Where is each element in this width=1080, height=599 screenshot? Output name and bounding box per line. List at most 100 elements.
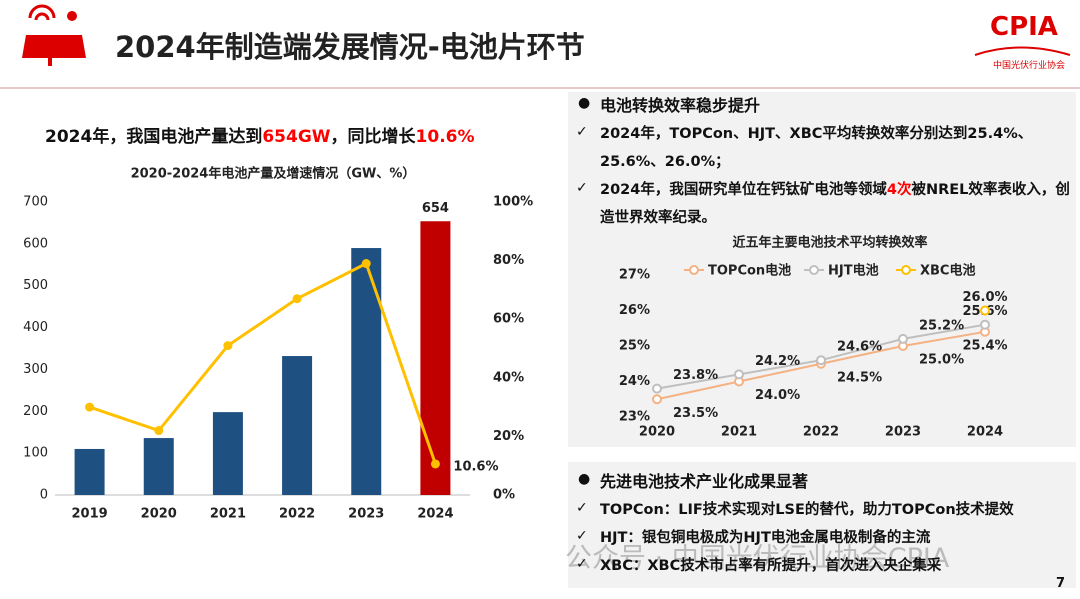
data-label: 654 [422,201,449,216]
x-tick-label: 2024 [417,507,453,522]
bar [351,248,382,495]
logo-swoosh [974,46,1071,56]
check-mark: ✓ [576,556,588,572]
y-tick-label: 24% [619,374,650,389]
text-run: 2024年，我国研究单位在钙钛矿电池等领域 [600,182,887,198]
x-tick-label: 2023 [885,425,921,440]
bullet-text: HJT：银包铜电极成为HJT电池金属电极制备的主流 [600,524,1070,552]
y2-tick-label: 20% [493,429,524,444]
marker [980,319,990,330]
data-label: 25.2% [919,318,964,333]
marker [361,259,371,269]
x-tick-label: 2023 [348,507,384,522]
y-tick-label: 26% [619,303,650,318]
bullet-text: TOPCon：LIF技术实现对LSE的替代，助力TOPCon技术提效 [600,496,1070,524]
bar [212,412,243,495]
x-tick-label: 2020 [141,507,177,522]
text-run: 2024年，TOPCon、HJT、XBC平均转换效率分别达到25.4%、25.6… [600,126,1033,170]
x-tick-label: 2021 [721,425,757,440]
text-run: 4次 [886,182,912,198]
y-tick-label: 600 [23,236,48,251]
section-bullet: ● [578,471,591,487]
y2-tick-label: 100% [493,195,533,210]
x-tick-label: 2019 [71,507,107,522]
data-label: 23.8% [673,368,718,383]
marker [292,294,302,304]
headline: 2024年，我国电池产量达到654GW，同比增长10.6% [45,122,475,147]
section-heading: 先进电池技术产业化成果显著 [600,472,809,491]
y-tick-label: 27% [619,268,650,283]
data-label: 24.0% [755,388,800,403]
page-number: 7 [1056,576,1066,591]
chart-title: 近五年主要电池技术平均转换效率 [732,235,927,251]
x-tick-label: 2022 [279,507,315,522]
bullet-text: 2024年，TOPCon、HJT、XBC平均转换效率分别达到25.4%、25.6… [600,120,1070,176]
text-run: 654GW [262,127,331,147]
data-label: 24.6% [837,340,882,355]
check-mark: ✓ [576,500,588,516]
legend-marker [901,265,911,275]
bar [143,438,174,495]
check-mark: ✓ [576,124,588,140]
y-tick-label: 23% [619,410,650,425]
y-tick-label: 25% [619,339,650,354]
y2-tick-label: 60% [493,312,524,327]
data-label: 25.0% [919,353,964,368]
y-tick-label: 0 [40,488,48,503]
text-run: 被NREL效率表收入，创造世界效率纪录。 [600,182,1070,226]
y2-tick-label: 40% [493,370,524,385]
data-label: 10.6% [453,459,498,474]
data-label: 23.5% [673,406,718,421]
marker [430,459,440,469]
text-run: HJT：银包铜电极成为HJT电池金属电极制备的主流 [600,530,931,546]
text-run: 2024年，我国电池产量达到 [45,127,263,147]
bar [74,448,105,495]
legend-marker [809,265,819,275]
y-tick-label: 700 [23,195,48,210]
panel [568,462,1076,588]
section-heading: 电池转换效率稳步提升 [600,96,761,115]
legend-marker [689,265,699,275]
x-tick-label: 2020 [639,425,675,440]
marker [652,383,662,394]
check-mark: ✓ [576,180,588,196]
data-label: 24.2% [755,354,800,369]
slide-title: 2024年制造端发展情况-电池片环节 [115,30,585,64]
y2-tick-label: 0% [493,488,515,503]
x-tick-label: 2021 [210,507,246,522]
data-label: 24.5% [837,370,882,385]
text-run: ，同比增长 [330,127,416,147]
legend-label: HJT电池 [828,263,879,279]
text-run: XBC：XBC技术市占率有所提升，首次进入央企集采 [600,558,942,574]
bar [420,221,451,496]
marker [652,394,662,405]
section-bullet: ● [578,95,591,111]
marker [154,426,164,436]
marker [898,333,908,344]
marker [223,341,233,351]
check-mark: ✓ [576,528,588,544]
marker [816,355,826,366]
data-label: 25.4% [962,338,1007,353]
bullet-text: XBC：XBC技术市占率有所提升，首次进入央企集采 [600,552,1070,580]
legend-label: XBC电池 [920,263,975,279]
bullet-text: 2024年，我国研究单位在钙钛矿电池等领域4次被NREL效率表收入，创造世界效率… [600,176,1070,232]
data-label: 26.0% [962,290,1007,305]
y2-tick-label: 80% [493,253,524,268]
text-run: TOPCon：LIF技术实现对LSE的替代，助力TOPCon技术提效 [600,502,1014,518]
marker [980,305,990,316]
header-icon [22,4,86,66]
y-tick-label: 100 [23,446,48,461]
y-tick-label: 400 [23,320,48,335]
logo: CPIA [990,12,1058,42]
y-tick-label: 200 [23,404,48,419]
chart-title: 2020-2024年电池产量及增速情况（GW、%） [131,166,416,182]
y-tick-label: 300 [23,362,48,377]
line [89,261,437,465]
marker [85,402,95,412]
text-run: 10.6% [415,127,475,147]
x-tick-label: 2024 [967,425,1003,440]
logo-subtitle: 中国光伏行业协会 [993,61,1066,71]
